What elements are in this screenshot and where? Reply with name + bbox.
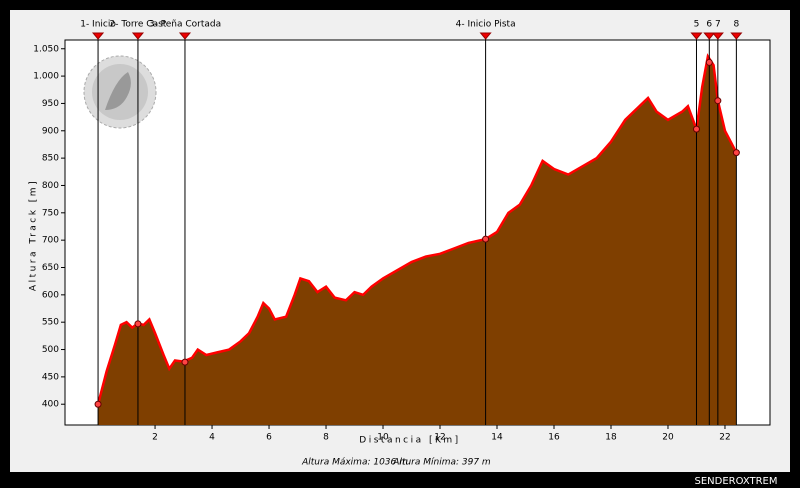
x-tick-label: 20 — [662, 433, 674, 443]
x-tick-label: 12 — [434, 433, 445, 443]
y-tick-label: 500 — [42, 345, 59, 355]
waypoint-marker — [479, 32, 492, 40]
y-tick-label: 650 — [42, 263, 59, 273]
y-tick-label: 400 — [42, 400, 59, 410]
waypoint-marker — [690, 32, 703, 40]
waypoint-point — [705, 58, 713, 66]
x-tick-label: 22 — [719, 433, 730, 443]
y-tick-label: 450 — [42, 372, 59, 382]
y-tick-label: 700 — [42, 236, 59, 246]
waypoint-marker — [131, 32, 145, 40]
profile-line — [96, 53, 738, 405]
waypoint-point — [732, 149, 740, 157]
waypoint-marker — [178, 32, 192, 40]
waypoint-point — [482, 235, 490, 243]
watermark: SENDEROXTREM — [694, 476, 777, 487]
y-axis-label: Altura Track [m] — [29, 179, 39, 291]
waypoint-marker — [703, 32, 716, 40]
waypoint-marker — [730, 32, 743, 40]
logo — [83, 55, 157, 129]
waypoint-point — [181, 358, 189, 366]
waypoint-label: 7 — [715, 20, 721, 30]
waypoint-point — [134, 320, 142, 328]
x-tick-label: 2 — [152, 433, 158, 443]
y-tick-label: 1.000 — [33, 72, 59, 82]
x-tick-label: 6 — [266, 433, 272, 443]
waypoint-label: 8 — [734, 20, 740, 30]
x-axis-label: Distancia [Km] — [359, 436, 460, 446]
waypoint-point — [692, 125, 700, 133]
waypoint-label: 3- Peña Cortada — [149, 20, 221, 30]
y-tick-label: 750 — [42, 208, 59, 218]
y-tick-label: 800 — [42, 181, 59, 191]
y-tick-label: 950 — [42, 99, 59, 109]
x-tick-label: 14 — [491, 433, 503, 443]
x-tick-label: 18 — [605, 433, 617, 443]
footer-min: Altura Mínima: 397 m — [392, 458, 491, 468]
waypoint-marker — [91, 32, 105, 40]
area — [98, 56, 737, 425]
x-tick-label: 10 — [377, 433, 389, 443]
y-tick-label: 600 — [42, 290, 59, 300]
x-tick-label: 16 — [548, 433, 560, 443]
x-tick-label: 4 — [209, 433, 215, 443]
y-tick-label: 850 — [42, 154, 59, 164]
waypoint-label: 6 — [706, 20, 712, 30]
waypoint-label: 5 — [694, 20, 700, 30]
waypoint-marker — [711, 32, 724, 40]
y-tick-label: 550 — [42, 318, 59, 328]
footer-max: Altura Máxima: 1036 m — [301, 458, 408, 468]
waypoint-label: 1- Inicio — [80, 20, 116, 30]
waypoint-point — [714, 97, 722, 105]
waypoint-label: 2- Torre Cast — [110, 20, 167, 30]
y-tick-label: 1.050 — [33, 44, 59, 54]
waypoint-label: 4- Inicio Pista — [456, 20, 516, 30]
y-tick-label: 900 — [42, 126, 59, 136]
x-tick-label: 8 — [323, 433, 329, 443]
waypoint-point — [94, 400, 102, 408]
